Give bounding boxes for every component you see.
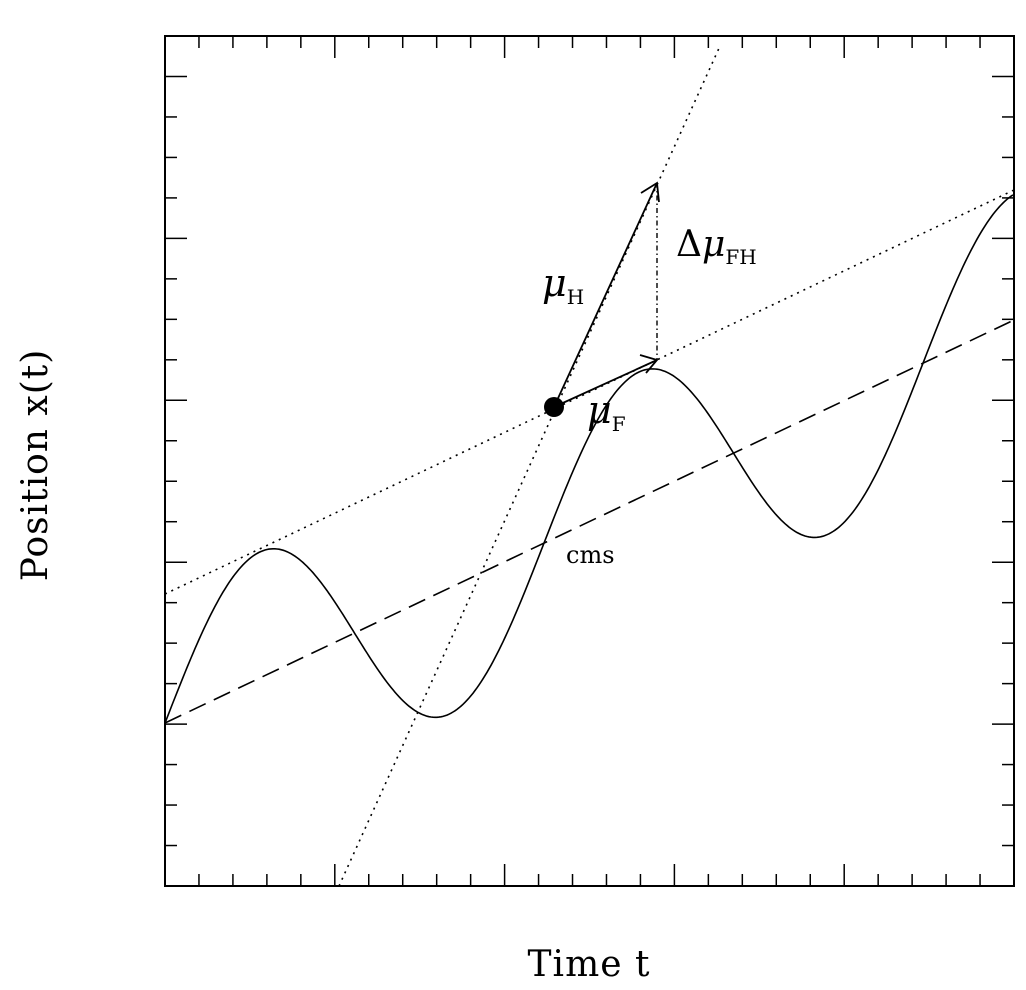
cms-line — [165, 319, 1014, 724]
reference-point — [544, 397, 564, 417]
axis-ticks — [165, 36, 1014, 886]
mu-h-vector — [553, 182, 658, 408]
cms-label: cms — [566, 541, 615, 569]
tangent-line — [338, 45, 721, 886]
mu-f-label: μF — [587, 388, 626, 436]
mu-f-vector — [553, 359, 658, 408]
x-axis-title: Time t — [528, 944, 651, 985]
photocenter-mean-line — [165, 189, 1014, 595]
delta-mu-label: ΔμFH — [676, 224, 757, 269]
y-axis-title: Position x(t) — [15, 349, 56, 582]
position-curve — [165, 194, 1014, 724]
mu-h-label: μH — [542, 261, 584, 309]
plot-frame — [164, 35, 1015, 887]
